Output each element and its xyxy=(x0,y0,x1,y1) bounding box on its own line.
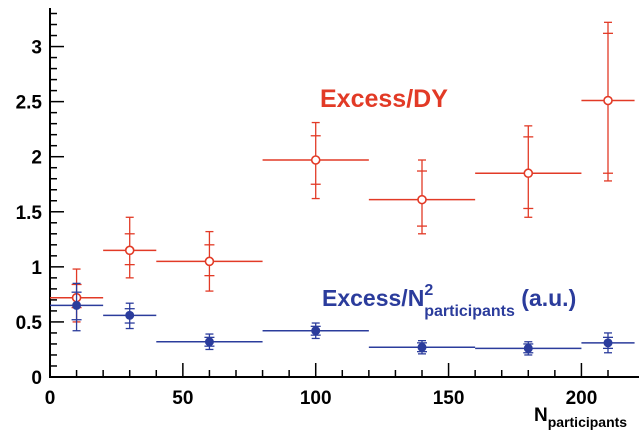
y-tick-label: 3 xyxy=(31,38,42,59)
annotation-blue-tail: (a.u.) xyxy=(515,285,576,311)
annotation-excess-npart: Excess/N2 participants (a.u.) xyxy=(322,282,576,320)
data-point xyxy=(603,338,613,348)
y-tick-label: 2 xyxy=(31,148,42,169)
x-tick-label: 200 xyxy=(566,388,598,409)
plot-frame xyxy=(49,8,639,378)
x-tick-label: 100 xyxy=(300,388,332,409)
data-series xyxy=(50,21,635,356)
annotation-blue-sup: 2 xyxy=(424,282,433,299)
series-excess-dy xyxy=(50,21,635,323)
x-axis-label: Nparticipants xyxy=(534,405,627,430)
y-tick-label: 1.5 xyxy=(16,203,43,224)
data-point xyxy=(603,95,613,106)
y-tick-label: 0.5 xyxy=(16,313,43,334)
data-point xyxy=(72,300,82,310)
y-tick-label: 1 xyxy=(31,258,42,279)
x-axis-label-main: N xyxy=(534,405,548,426)
data-point xyxy=(204,256,215,267)
x-axis-label-sub: participants xyxy=(548,414,628,430)
data-point xyxy=(523,168,534,179)
x-tick-label: 0 xyxy=(45,388,56,409)
annotation-excess-dy: Excess/DY xyxy=(320,85,448,113)
annotation-blue-sub: participants xyxy=(424,303,515,320)
y-axis-ticks: 0 0.5 1 1.5 2 2.5 3 xyxy=(16,12,64,389)
x-tick-label: 150 xyxy=(433,388,465,409)
annotation-blue-main: Excess/N xyxy=(322,285,424,311)
data-point xyxy=(417,194,427,205)
data-point xyxy=(125,310,135,320)
data-point xyxy=(310,155,321,165)
data-point xyxy=(523,343,533,353)
y-tick-label: 2.5 xyxy=(16,93,43,114)
data-point xyxy=(124,245,135,256)
x-tick-label: 50 xyxy=(172,388,193,409)
data-point xyxy=(311,326,321,336)
series-excess-npart xyxy=(50,282,635,356)
data-point xyxy=(204,337,214,347)
data-point xyxy=(417,342,427,352)
y-tick-label: 0 xyxy=(31,368,42,389)
x-axis-ticks: 0 50 100 150 200 xyxy=(45,363,609,409)
